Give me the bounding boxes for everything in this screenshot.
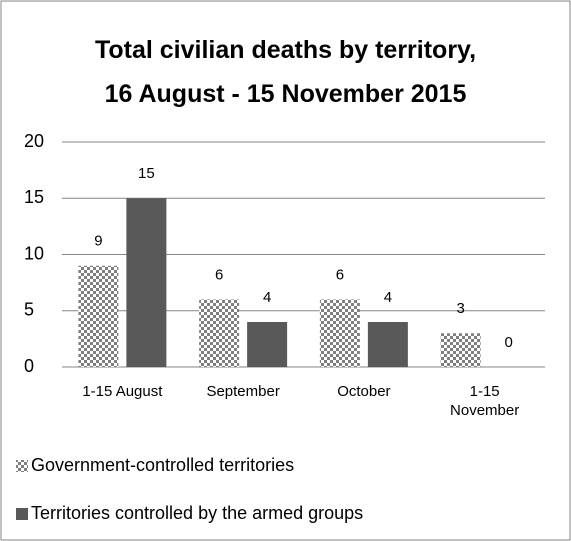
data-label: 9 <box>94 233 102 250</box>
data-label: 3 <box>456 300 464 317</box>
y-tick-label: 20 <box>24 131 44 151</box>
legend-swatch <box>16 508 28 520</box>
bar <box>319 299 360 367</box>
y-tick-label: 15 <box>24 187 44 207</box>
bar <box>78 265 119 367</box>
x-tick-label: September <box>206 383 280 400</box>
y-tick-label: 10 <box>24 243 44 263</box>
data-label: 15 <box>138 165 155 182</box>
data-label: 0 <box>504 334 512 351</box>
x-tick-label: 1-15 August <box>82 383 163 400</box>
bar <box>440 333 481 367</box>
chart-title: Total civilian deaths by territory, 16 A… <box>94 36 477 108</box>
legend-label: Territories controlled by the armed grou… <box>31 503 363 523</box>
data-label: 6 <box>215 266 223 283</box>
title-box: Total civilian deaths by territory, 16 A… <box>94 36 477 108</box>
data-label: 4 <box>384 289 392 306</box>
data-label: 6 <box>336 266 344 283</box>
y-tick-label: 0 <box>24 356 34 376</box>
data-label: 4 <box>263 289 271 306</box>
bar <box>199 299 240 367</box>
bar <box>126 198 167 367</box>
x-tick-label: 1-15 November <box>450 383 520 419</box>
legend-swatch <box>16 460 28 472</box>
bar <box>367 322 408 367</box>
x-tick-label: October <box>337 383 391 400</box>
y-tick-label: 5 <box>24 300 34 320</box>
bar <box>247 322 288 367</box>
legend-label: Government-controlled territories <box>31 455 294 475</box>
